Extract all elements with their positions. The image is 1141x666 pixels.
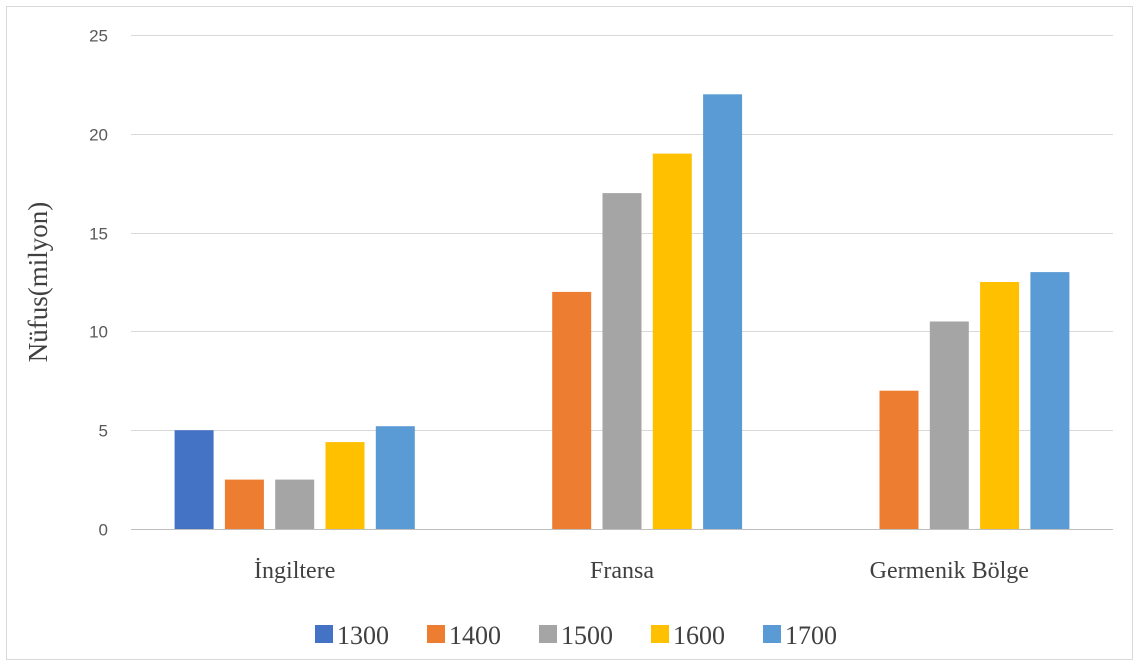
y-tick-label: 5: [99, 422, 108, 441]
legend-label: 1700: [785, 621, 837, 650]
bar-1600-2: [980, 282, 1020, 529]
bar-1500-0: [275, 479, 315, 529]
legend-label: 1300: [337, 621, 389, 650]
bar-1600-0: [325, 442, 365, 529]
y-axis-tick-labels: 0 5 10 15 20 25: [89, 27, 108, 540]
bar-1400-1: [552, 291, 592, 529]
y-tick-label: 20: [89, 126, 108, 145]
y-tick-label: 15: [89, 225, 108, 244]
category-label: İngiltere: [254, 558, 335, 584]
bar-1500-2: [929, 321, 969, 529]
legend-label: 1600: [673, 621, 725, 650]
y-tick-label: 25: [89, 27, 108, 46]
category-label: Germenik Bölge: [870, 558, 1029, 584]
legend-swatch-1700: [763, 625, 781, 643]
y-axis-title: Nüfus(milyon): [23, 202, 53, 362]
bar-1700-2: [1030, 272, 1070, 529]
bar-1600-1: [652, 153, 692, 529]
y-tick-label: 10: [89, 323, 108, 342]
bar-1400-2: [879, 390, 919, 529]
bar-1300-0: [174, 430, 214, 529]
legend: 1300 1400 1500 1600 1700: [315, 621, 837, 650]
legend-swatch-1300: [315, 625, 333, 643]
legend-swatch-1500: [539, 625, 557, 643]
bar-1400-0: [224, 479, 264, 529]
bars: [174, 94, 1070, 530]
legend-swatch-1400: [427, 625, 445, 643]
y-tick-label: 0: [99, 521, 108, 540]
legend-label: 1400: [449, 621, 501, 650]
bar-1700-0: [375, 426, 415, 529]
bar-1700-1: [703, 94, 743, 530]
bar-1500-1: [602, 193, 642, 529]
x-axis-category-labels: İngiltere Fransa Germenik Bölge: [254, 558, 1029, 584]
legend-swatch-1600: [651, 625, 669, 643]
category-label: Fransa: [590, 558, 654, 584]
legend-label: 1500: [561, 621, 613, 650]
